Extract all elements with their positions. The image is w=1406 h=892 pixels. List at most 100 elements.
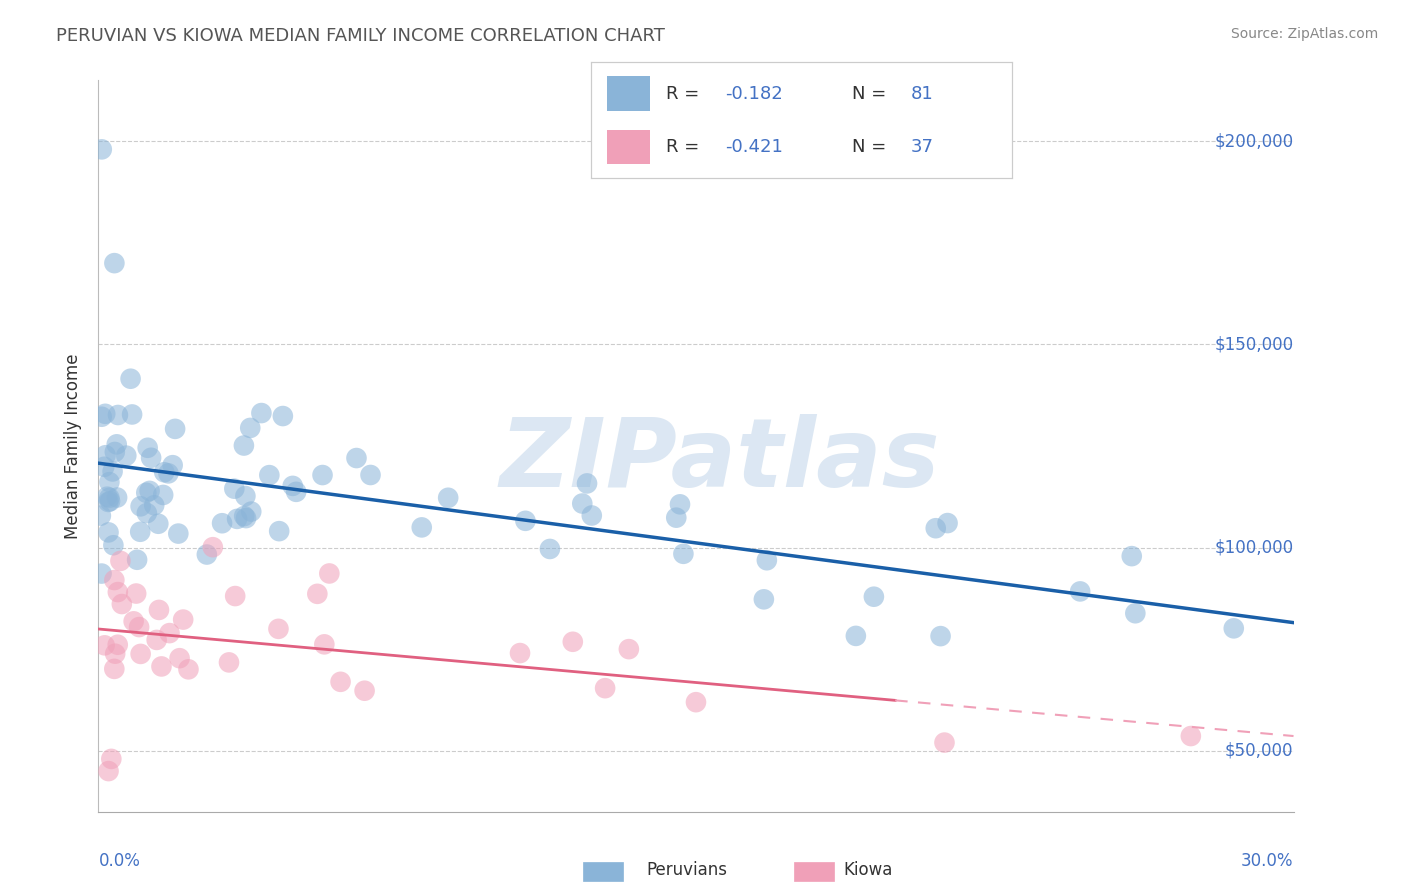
Point (127, 553, 149, 567)
Point (107, 585, 129, 599)
Bar (607, 77, 650, 112)
Point (1069, 584, 1091, 599)
Point (177, 662, 200, 676)
Point (101, 465, 124, 479)
Point (509, 646, 531, 660)
Point (925, 521, 948, 535)
Point (104, 647, 127, 661)
Point (107, 408, 129, 422)
Point (150, 659, 173, 673)
Point (148, 516, 170, 531)
Point (307, 587, 329, 601)
Point (157, 467, 180, 481)
Point (235, 511, 257, 525)
Point (561, 634, 583, 648)
Point (318, 566, 340, 581)
Point (98, 494, 121, 508)
Point (93, 638, 115, 652)
Point (98, 475, 121, 489)
Point (314, 637, 336, 651)
Point (103, 538, 125, 552)
Point (122, 615, 145, 629)
Text: ZIPatlas: ZIPatlas (499, 414, 941, 508)
Point (129, 647, 152, 661)
Point (97, 525, 120, 540)
Point (159, 626, 181, 640)
Point (929, 629, 952, 643)
Point (353, 683, 375, 698)
Text: $200,000: $200,000 (1215, 132, 1294, 150)
Point (233, 509, 256, 524)
Point (672, 547, 695, 561)
Point (90, 409, 112, 424)
Point (665, 510, 688, 524)
Point (571, 496, 593, 510)
Point (128, 620, 150, 634)
Point (104, 445, 127, 459)
Point (224, 589, 246, 603)
Point (224, 482, 246, 496)
Point (125, 586, 148, 600)
Point (165, 422, 187, 436)
Point (1121, 549, 1143, 563)
Text: R =: R = (666, 138, 706, 156)
Point (172, 613, 194, 627)
Point (311, 468, 333, 483)
Point (90, 508, 112, 523)
Point (138, 483, 160, 498)
Text: N =: N = (852, 138, 891, 156)
Point (121, 408, 143, 422)
Text: $150,000: $150,000 (1215, 335, 1294, 353)
Point (218, 656, 240, 670)
Point (120, 372, 142, 386)
Point (617, 642, 640, 657)
Point (107, 638, 129, 652)
Point (103, 573, 125, 587)
Point (143, 498, 166, 512)
Point (515, 514, 537, 528)
Point (111, 597, 134, 611)
Point (752, 592, 775, 607)
Point (1123, 606, 1146, 620)
Text: $100,000: $100,000 (1215, 539, 1294, 557)
Point (97, 495, 120, 509)
Point (103, 662, 125, 676)
Text: $50,000: $50,000 (1225, 742, 1294, 760)
Point (669, 497, 692, 511)
Text: -0.182: -0.182 (725, 85, 783, 103)
Point (167, 526, 190, 541)
Text: Peruvians: Peruvians (647, 861, 728, 879)
Point (360, 468, 382, 483)
Point (135, 485, 157, 500)
Point (1180, 729, 1202, 743)
Point (411, 520, 433, 534)
Point (269, 524, 291, 538)
Text: Kiowa: Kiowa (844, 861, 893, 879)
Point (153, 465, 176, 479)
Point (129, 500, 152, 514)
Point (936, 516, 959, 530)
Point (94, 448, 117, 462)
Point (211, 516, 233, 531)
Point (240, 505, 263, 519)
Point (259, 468, 281, 483)
Point (250, 406, 273, 420)
Text: N =: N = (852, 85, 891, 103)
Text: 37: 37 (911, 138, 934, 156)
Point (98, 491, 121, 505)
Text: 81: 81 (911, 85, 934, 103)
Point (93, 459, 115, 474)
Point (235, 489, 257, 503)
Point (129, 524, 152, 539)
Point (100, 752, 122, 766)
Point (162, 458, 184, 473)
Point (755, 553, 778, 567)
Point (105, 491, 128, 505)
Point (195, 548, 218, 562)
Point (136, 441, 159, 455)
Point (105, 437, 128, 451)
Text: 30.0%: 30.0% (1241, 853, 1294, 871)
Point (97, 764, 120, 778)
Text: PERUVIAN VS KIOWA MEDIAN FAMILY INCOME CORRELATION CHART: PERUVIAN VS KIOWA MEDIAN FAMILY INCOME C… (56, 27, 665, 45)
Point (232, 438, 254, 452)
